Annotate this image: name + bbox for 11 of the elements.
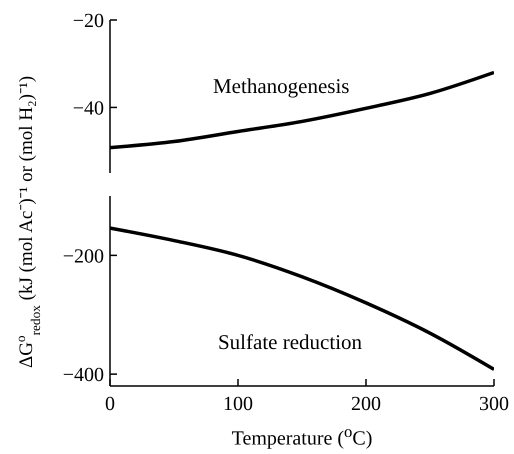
x-axis-title: Temperature ($^{o}$C): [230, 422, 374, 451]
y-tick-label: −200: [62, 245, 104, 268]
y-tick-label: −40: [72, 97, 104, 120]
x-tick-label: 300: [479, 393, 509, 415]
annotation: Methanogenesis: [213, 74, 350, 99]
y-tick-label: −400: [62, 364, 104, 386]
x-tick-label: 100: [223, 393, 253, 415]
x-tick-label: 0: [105, 393, 115, 415]
x-tick-label: 200: [351, 393, 381, 415]
y-tick-label: −20: [72, 10, 104, 32]
annotation: Sulfate reduction: [218, 330, 362, 355]
